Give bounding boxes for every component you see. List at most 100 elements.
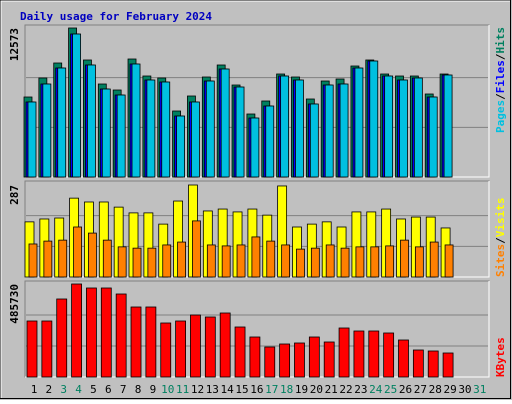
bar [132,247,142,278]
bar [56,298,68,378]
x-tick-label: 7 [120,383,127,396]
bar [221,245,231,278]
bar [206,244,216,278]
bar [58,239,68,278]
bar [281,244,291,278]
bar [309,103,319,178]
bar [414,246,424,278]
x-tick-label: 29 [443,383,456,396]
x-tick-label: 6 [105,383,112,396]
x-tick-label: 25 [384,383,397,396]
bar [444,244,454,278]
bar [383,332,395,378]
legend-separator: / [494,237,507,244]
legend-entry: Visits [494,198,507,238]
bar [353,330,365,378]
bar [161,81,171,178]
bar [219,312,231,378]
bar [190,314,201,378]
x-tick-label: 22 [339,383,352,396]
bar [296,248,305,278]
x-tick-label: 3 [60,383,67,396]
x-tick-label: 14 [221,383,235,396]
bar [42,83,52,178]
x-tick-label: 27 [414,383,427,396]
legend: Sites/Visits [494,198,507,278]
bar [26,320,38,378]
bar [235,86,245,178]
bar [131,63,141,178]
bar [442,352,454,378]
bar [191,101,200,178]
x-tick-label: 28 [429,383,442,396]
bar [308,336,320,378]
x-tick-label: 1 [31,383,38,396]
bar [160,322,172,378]
bar [250,117,260,178]
bar [340,247,350,278]
bar [116,94,126,178]
x-tick-label: 21 [325,383,338,396]
bar [428,96,438,178]
bar [355,246,365,278]
legend: KBytes [494,337,507,377]
bar [385,245,395,278]
x-tick-label: 15 [235,383,248,396]
x-tick-label: 16 [250,383,263,396]
x-tick-label: 9 [150,383,157,396]
bar [400,239,409,278]
bar [443,74,453,178]
legend-separator: / [494,93,507,100]
x-tick-label: 4 [75,383,82,396]
bar [339,83,349,178]
bar [370,246,380,278]
bar [72,33,81,178]
bar [41,320,53,378]
bar [354,67,364,178]
bar [265,105,275,178]
legend-entry: KBytes [494,337,507,377]
bar [73,226,82,278]
bar [204,316,216,378]
bar [324,84,334,178]
bar [57,67,67,178]
bar [398,339,409,378]
x-tick-label: 20 [310,383,323,396]
bar [249,336,261,378]
bar [369,60,379,178]
bar [323,341,335,378]
bar [236,244,246,278]
bar [251,236,261,278]
bar [28,243,38,278]
x-tick-label: 31 [473,383,486,396]
x-tick-label: 19 [295,383,308,396]
x-tick-label: 10 [161,383,174,396]
bar [88,232,97,278]
bar [368,330,380,378]
legend-entry: Sites [494,244,507,277]
x-tick-label: 5 [90,383,97,396]
bar [280,75,290,178]
bar [162,244,172,278]
bar [294,342,305,378]
bar [115,293,127,378]
bar [176,115,186,178]
y-tick-label: 12573 [8,28,21,61]
bar [130,306,142,378]
legend-entry: Hits [494,27,507,54]
bar [427,350,439,378]
bar [117,246,127,278]
bar [412,349,424,378]
x-tick-label: 11 [176,383,189,396]
bar [338,327,350,378]
legend-entry: Files [494,60,507,93]
x-tick-label: 12 [191,383,204,396]
x-tick-label: 8 [135,383,142,396]
bar [87,64,96,178]
bar [413,77,423,178]
x-tick-label: 26 [399,383,412,396]
x-tick-label: 2 [46,383,53,396]
